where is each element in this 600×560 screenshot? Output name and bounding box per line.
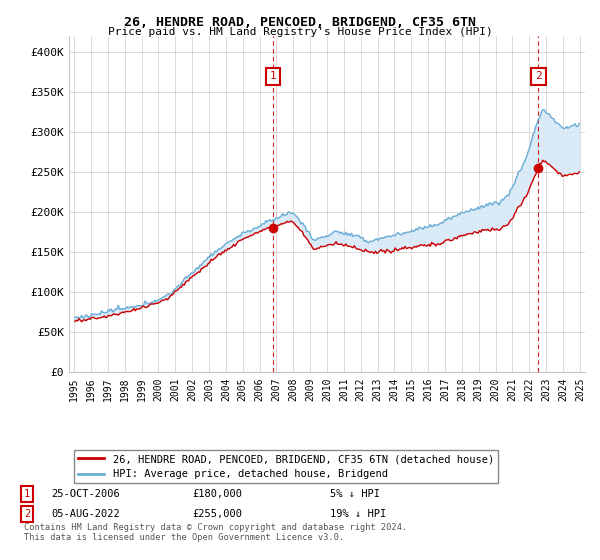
Text: 2: 2 (535, 72, 542, 81)
Text: £180,000: £180,000 (192, 489, 242, 499)
Text: 19% ↓ HPI: 19% ↓ HPI (330, 509, 386, 519)
Text: 2: 2 (24, 509, 30, 519)
Text: 05-AUG-2022: 05-AUG-2022 (51, 509, 120, 519)
Text: 5% ↓ HPI: 5% ↓ HPI (330, 489, 380, 499)
Text: 25-OCT-2006: 25-OCT-2006 (51, 489, 120, 499)
Text: 26, HENDRE ROAD, PENCOED, BRIDGEND, CF35 6TN: 26, HENDRE ROAD, PENCOED, BRIDGEND, CF35… (124, 16, 476, 29)
Text: 1: 1 (269, 72, 276, 81)
Text: 1: 1 (24, 489, 30, 499)
Text: £255,000: £255,000 (192, 509, 242, 519)
Text: Contains HM Land Registry data © Crown copyright and database right 2024.
This d: Contains HM Land Registry data © Crown c… (24, 522, 407, 542)
Legend: 26, HENDRE ROAD, PENCOED, BRIDGEND, CF35 6TN (detached house), HPI: Average pric: 26, HENDRE ROAD, PENCOED, BRIDGEND, CF35… (74, 450, 498, 483)
Text: Price paid vs. HM Land Registry's House Price Index (HPI): Price paid vs. HM Land Registry's House … (107, 27, 493, 37)
